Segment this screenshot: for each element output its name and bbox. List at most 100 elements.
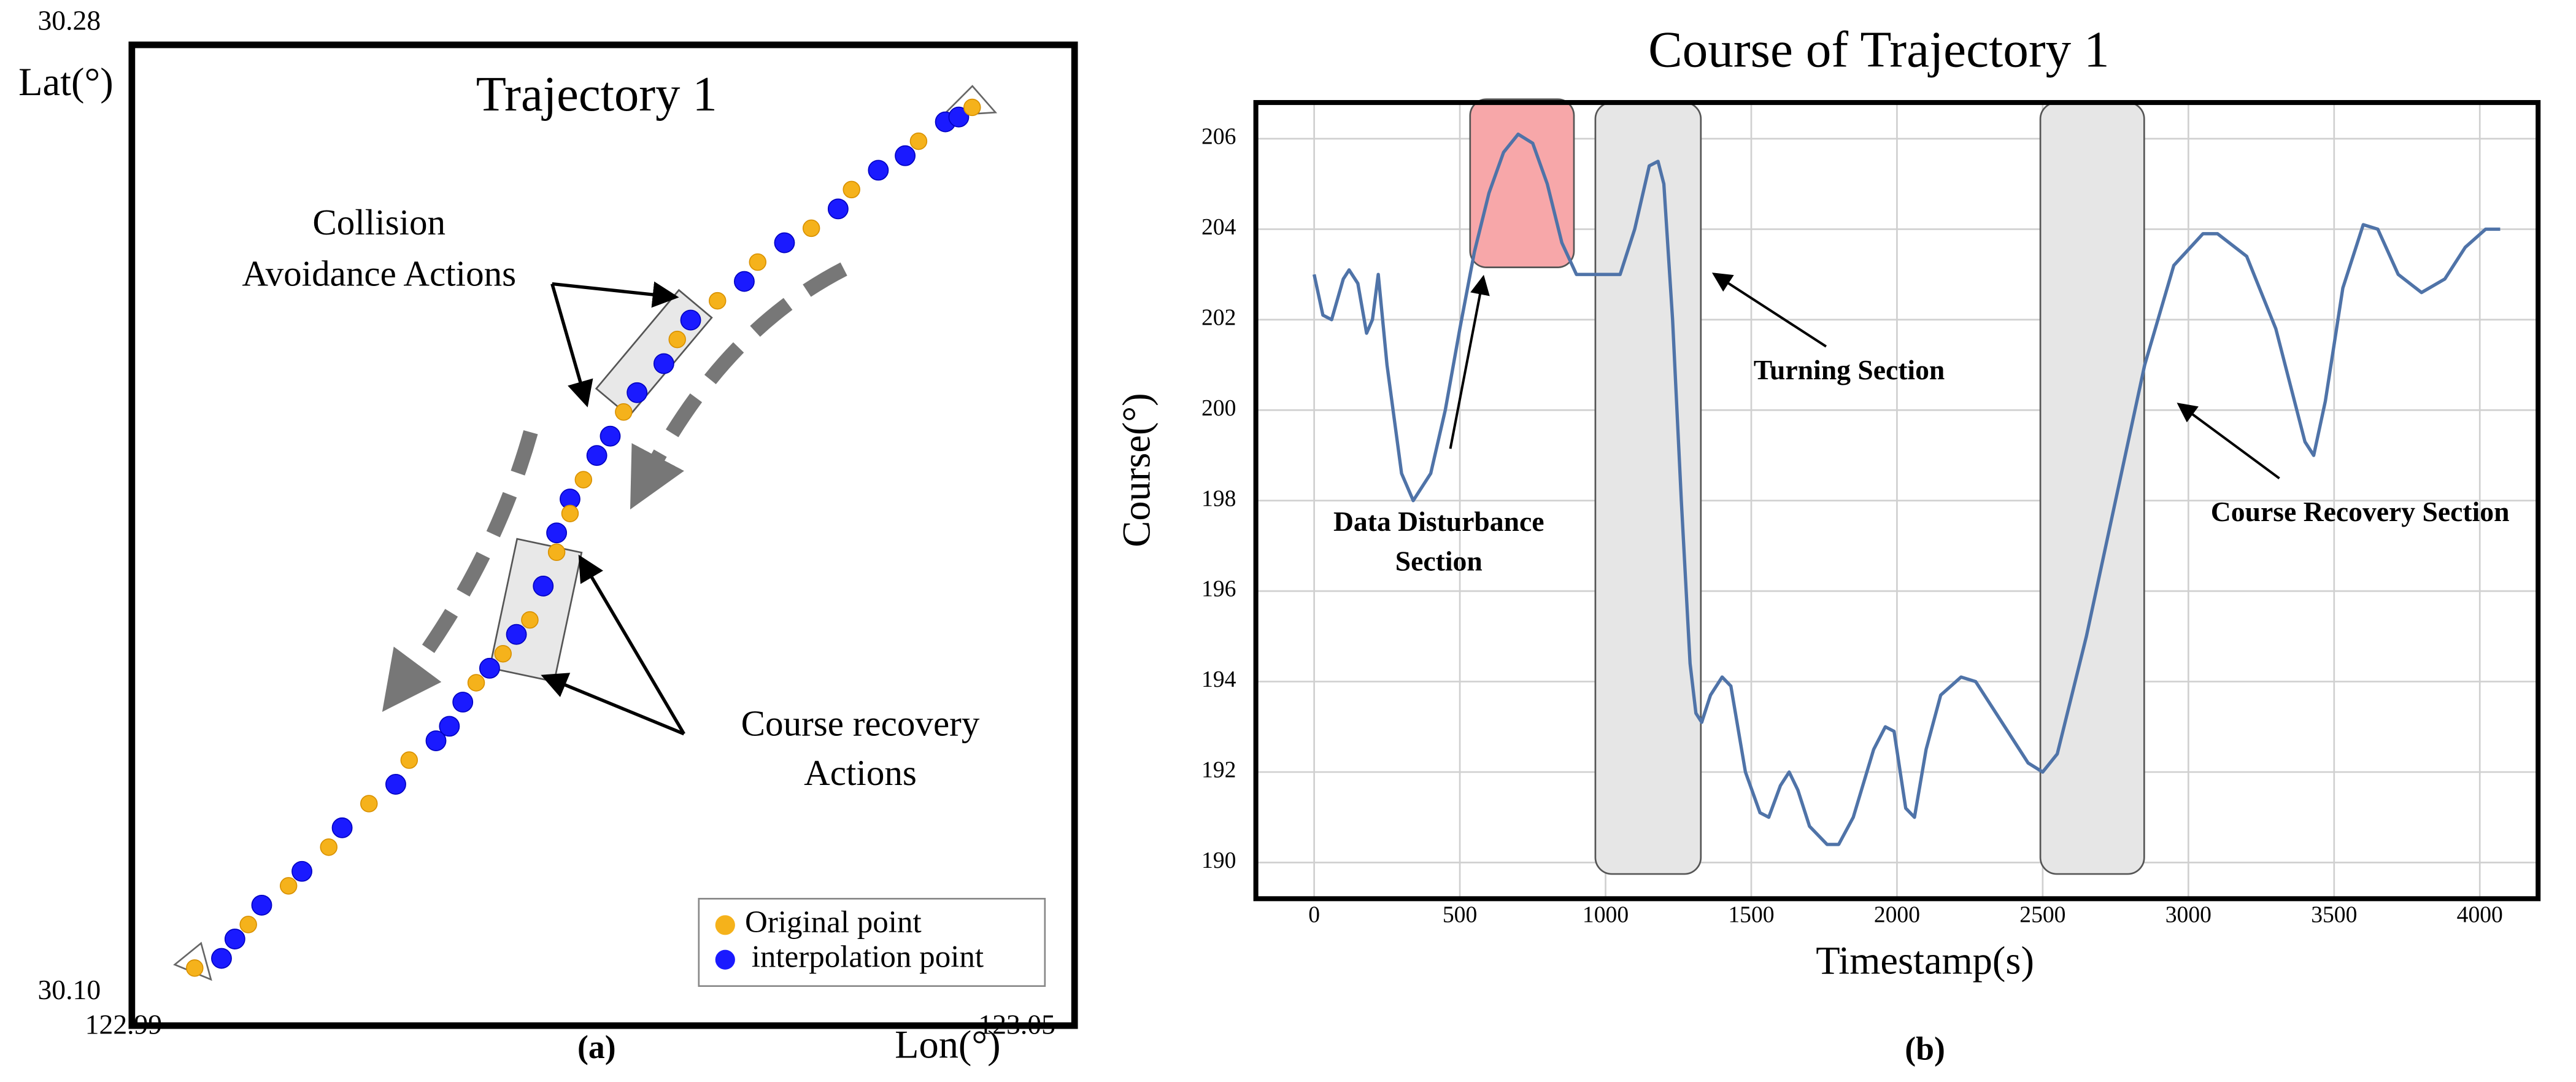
data-point (909, 132, 928, 150)
data-point (400, 751, 418, 769)
data-point (251, 894, 272, 916)
y-tick-label: 192 (1201, 757, 1236, 783)
x-tick-label: 500 (1443, 902, 1477, 928)
y-tick-label: 200 (1201, 395, 1236, 421)
course-line (1312, 132, 2501, 846)
data-point (479, 657, 500, 679)
annotation: Section (1395, 546, 1483, 577)
annotation: Collision (312, 202, 445, 242)
y-axis-label: Lat(°) (18, 60, 114, 104)
arrow (550, 283, 593, 408)
x-tick-label: 122.99 (85, 1008, 163, 1040)
y-tick-label: 206 (1201, 124, 1236, 150)
data-point (546, 522, 568, 544)
data-point (561, 504, 579, 522)
direction-arrow (382, 430, 538, 712)
data-point (320, 838, 337, 856)
data-point (224, 929, 245, 949)
data-point (668, 330, 686, 349)
data-point (279, 877, 298, 895)
data-point (467, 674, 485, 692)
x-tick-label: 1500 (1728, 902, 1774, 928)
data-point (653, 353, 674, 374)
data-point (734, 271, 755, 292)
legend-label: Original point (745, 905, 922, 940)
annotation: Turning Section (1754, 354, 1945, 385)
data-point (211, 948, 232, 969)
x-tick-label: 3500 (2311, 902, 2357, 928)
chart-title: Trajectory 1 (476, 67, 717, 122)
arrow (2177, 403, 2280, 480)
x-tick-label: 2000 (1874, 902, 1920, 928)
y-axis-label: Course(°) (1114, 393, 1158, 547)
data-point (895, 145, 916, 166)
x-axis-label: Timestamp(s) (1816, 939, 2034, 983)
data-point (186, 959, 204, 977)
data-point (827, 198, 849, 220)
arrow (1711, 272, 1827, 348)
turning-region (1594, 101, 1702, 875)
data-point (425, 730, 447, 751)
legend-marker (715, 949, 735, 970)
legend-box (698, 897, 1046, 987)
panel-b-frame (1253, 100, 2541, 902)
data-point (600, 425, 621, 447)
panel-label: (b) (1905, 1030, 1945, 1067)
y-tick-label: 204 (1201, 214, 1236, 240)
y-tick-label: 30.28 (37, 5, 101, 36)
annotation: Data Disturbance (1333, 506, 1544, 537)
data-point (291, 860, 312, 882)
data-point (506, 624, 527, 645)
disturbance-region (1469, 98, 1575, 268)
arrow (578, 554, 685, 735)
data-point (239, 916, 257, 933)
annotation: Avoidance Actions (242, 253, 516, 293)
recovery-box (488, 538, 583, 683)
data-point (547, 543, 566, 561)
y-tick-label: 202 (1201, 304, 1236, 330)
x-tick-label: 1000 (1583, 902, 1629, 928)
y-tick-label: 30.10 (37, 974, 101, 1005)
data-point (843, 180, 860, 199)
y-tick-label: 190 (1201, 848, 1236, 873)
annotation: Course Recovery Section (2211, 496, 2510, 527)
y-tick-label: 196 (1201, 576, 1236, 602)
legend-label: interpolation point (752, 940, 984, 974)
data-point (615, 403, 633, 421)
data-point (385, 774, 406, 795)
y-tick-label: 198 (1201, 485, 1236, 511)
data-point (709, 292, 727, 310)
chart-title: Course of Trajectory 1 (1648, 21, 2110, 78)
x-tick-label: 3000 (2165, 902, 2212, 928)
data-point (521, 611, 539, 629)
panel-a-frame (128, 41, 1078, 1029)
panel-label: (a) (577, 1029, 616, 1065)
arrow (552, 281, 679, 308)
y-tick-label: 194 (1201, 667, 1236, 692)
annotation: Actions (804, 752, 917, 793)
data-point (439, 716, 460, 737)
data-point (802, 219, 820, 238)
data-point (452, 692, 474, 713)
data-point (360, 795, 378, 813)
recovery-region (2039, 101, 2145, 875)
data-point (680, 309, 701, 331)
data-point (868, 160, 889, 181)
data-point (574, 471, 593, 489)
x-tick-label: 0 (1308, 902, 1320, 928)
arrow (1449, 274, 1490, 449)
annotation: Course recovery (741, 703, 980, 744)
data-point (774, 232, 795, 253)
data-point (963, 98, 981, 117)
arrow (541, 673, 685, 736)
data-point (749, 253, 767, 271)
x-tick-label: 4000 (2457, 902, 2503, 928)
x-tick-label: 123.05 (978, 1008, 1055, 1040)
data-point (494, 644, 512, 663)
data-point (948, 106, 970, 128)
x-tick-label: 2500 (2019, 902, 2065, 928)
direction-arrow (630, 262, 847, 510)
data-point (586, 445, 607, 466)
data-point (627, 382, 648, 403)
